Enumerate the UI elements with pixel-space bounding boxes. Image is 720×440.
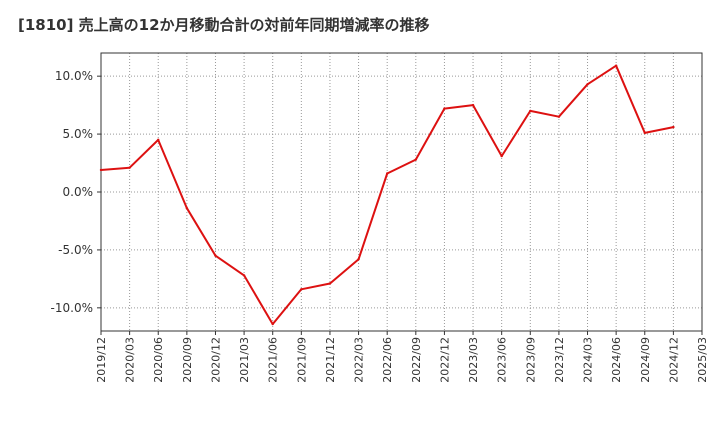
data-point [471,103,475,107]
data-point [586,83,589,86]
x-tick-label: 2023/06 [496,337,509,383]
y-tick-label: 10.0% [55,69,93,83]
x-tick-label: 2024/09 [639,337,652,383]
x-tick-label: 2019/12 [95,337,108,383]
x-tick-label: 2020/06 [152,337,165,383]
x-tick-label: 2020/03 [124,337,137,383]
data-point [242,274,246,277]
data-point [414,158,418,161]
x-tick-label: 2023/03 [467,337,480,383]
series [99,64,675,326]
y-tick-label: -10.0% [51,301,93,315]
axes [97,52,703,335]
x-tick-label: 2025/03 [696,337,709,383]
x-tick-label: 2020/12 [209,337,222,383]
x-tick-label: 2023/09 [524,337,537,383]
grid [101,53,702,331]
x-tick-label: 2021/06 [267,337,280,383]
x-tick-label: 2024/03 [582,337,595,383]
x-tick-label: 2022/12 [438,337,451,383]
data-point [357,257,360,261]
data-point [500,154,503,158]
y-tick-label: 0.0% [63,185,94,199]
data-point [185,207,189,210]
x-tick-label: 2022/09 [410,337,423,383]
x-tick-label: 2021/09 [295,337,308,383]
y-tick-label: -5.0% [58,243,93,257]
x-tick-label: 2021/03 [238,337,251,383]
tick-labels: -10.0% -5.0% 0.0% 5.0% 10.0% 2019/12 2020/03 20… [51,69,709,383]
data-point [443,107,446,110]
data-point [529,109,532,113]
x-tick-label: 2023/12 [553,337,566,383]
data-point [99,168,103,172]
data-point [557,115,561,118]
data-point [157,138,160,142]
x-tick-label: 2024/12 [667,337,680,383]
x-tick-label: 2022/06 [381,337,394,383]
x-tick-label: 2021/12 [324,337,337,383]
y-tick-label: 5.0% [63,127,94,141]
data-point [271,322,274,326]
x-tick-label: 2022/03 [353,337,366,383]
data-point [300,288,303,291]
chart-title: [1810] 売上高の12か月移動合計の対前年同期増減率の推移 [18,16,430,34]
x-tick-label: 2024/06 [610,337,623,383]
data-point [385,172,389,175]
x-tick-label: 2020/09 [181,337,194,383]
data-point [214,254,217,257]
data-point [614,64,618,67]
data-point [128,166,131,169]
data-point [643,131,646,135]
data-point [328,282,332,285]
data-point [672,125,675,129]
